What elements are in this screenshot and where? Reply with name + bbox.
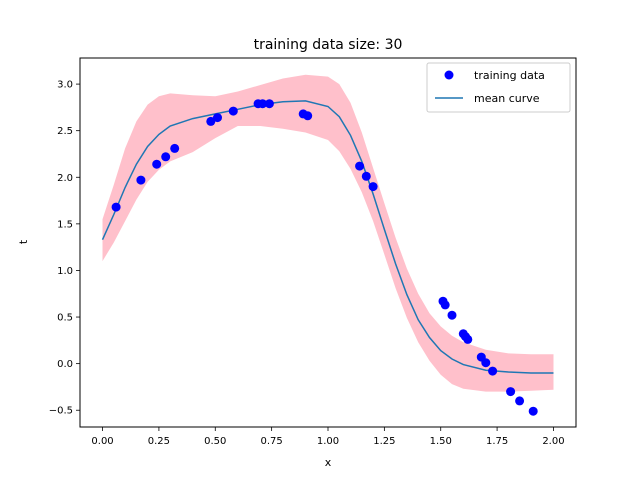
training-data-point [136,175,146,185]
chart-title: training data size: 30 [254,37,403,53]
training-data-point [258,99,268,109]
y-tick-label: 0.0 [57,359,73,370]
y-tick-label: 2.0 [57,173,73,184]
training-data-point [213,113,222,123]
mean-curve-line [101,100,554,374]
y-axis-label: t [17,239,30,244]
x-axis: 0.00 0.25 0.50 0.75 1.00 1.25 1.50 1.75 2.00 [91,427,565,447]
legend-label-training-data: training data [474,69,545,82]
x-tick-label: 2.00 [542,436,564,447]
training-data-point [152,159,162,169]
legend: training data mean curve [426,62,571,113]
y-axis: −0.5 0.0 0.5 1.0 1.5 2.0 2.5 3.0 [49,80,80,417]
training-data-point [463,334,473,344]
training-data-point [161,152,171,162]
training-data-point [481,358,491,368]
x-tick-label: 0.00 [91,436,113,447]
training-data-point [440,300,450,310]
x-tick-label: 1.25 [373,436,395,447]
legend-label-mean-curve: mean curve [474,92,540,105]
training-data-point [170,143,180,153]
x-tick-label: 1.00 [317,436,339,447]
y-tick-label: 2.5 [57,126,73,137]
training-data-point [528,406,538,416]
training-data-point [447,310,457,320]
uncertainty-band [102,74,554,392]
y-tick-label: −0.5 [49,406,73,417]
training-data-point [355,161,365,171]
x-tick-label: 0.75 [261,436,283,447]
training-data-point [111,202,121,212]
legend-marker-training-data [444,70,454,80]
x-tick-label: 0.50 [204,436,226,447]
x-tick-label: 1.50 [430,436,452,447]
y-tick-label: 3.0 [57,80,73,91]
y-tick-label: 0.5 [57,313,73,324]
training-data-point [264,99,274,109]
x-axis-label: x [325,456,332,469]
training-data-point [515,396,525,406]
training-data-point [361,171,371,181]
training-data-point [228,106,238,116]
training-data-point [368,182,378,192]
training-data-point [506,387,516,397]
y-tick-label: 1.0 [57,266,73,277]
training-data-point [303,111,313,121]
training-data-point [206,116,216,126]
training-data-point [488,366,498,376]
x-tick-label: 0.25 [148,436,170,447]
plot-area [101,74,554,416]
legend-box [426,62,571,113]
x-tick-label: 1.75 [486,436,508,447]
y-tick-label: 1.5 [57,219,73,230]
